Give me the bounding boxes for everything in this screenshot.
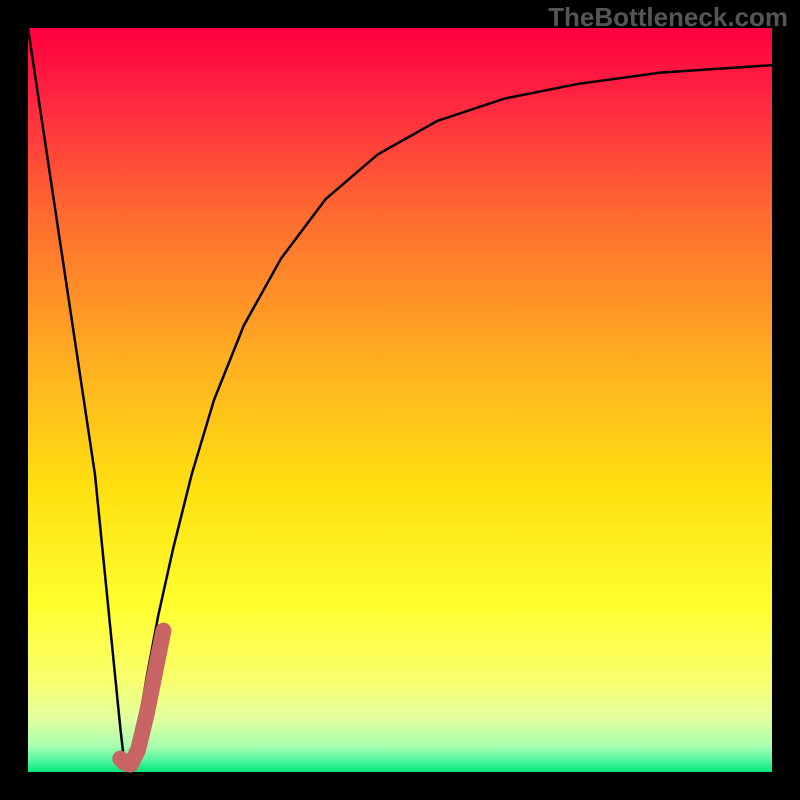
plot-background (28, 28, 772, 772)
chart-frame: TheBottleneck.com (0, 0, 800, 800)
watermark-text: TheBottleneck.com (548, 2, 788, 33)
bottleneck-chart (0, 0, 800, 800)
